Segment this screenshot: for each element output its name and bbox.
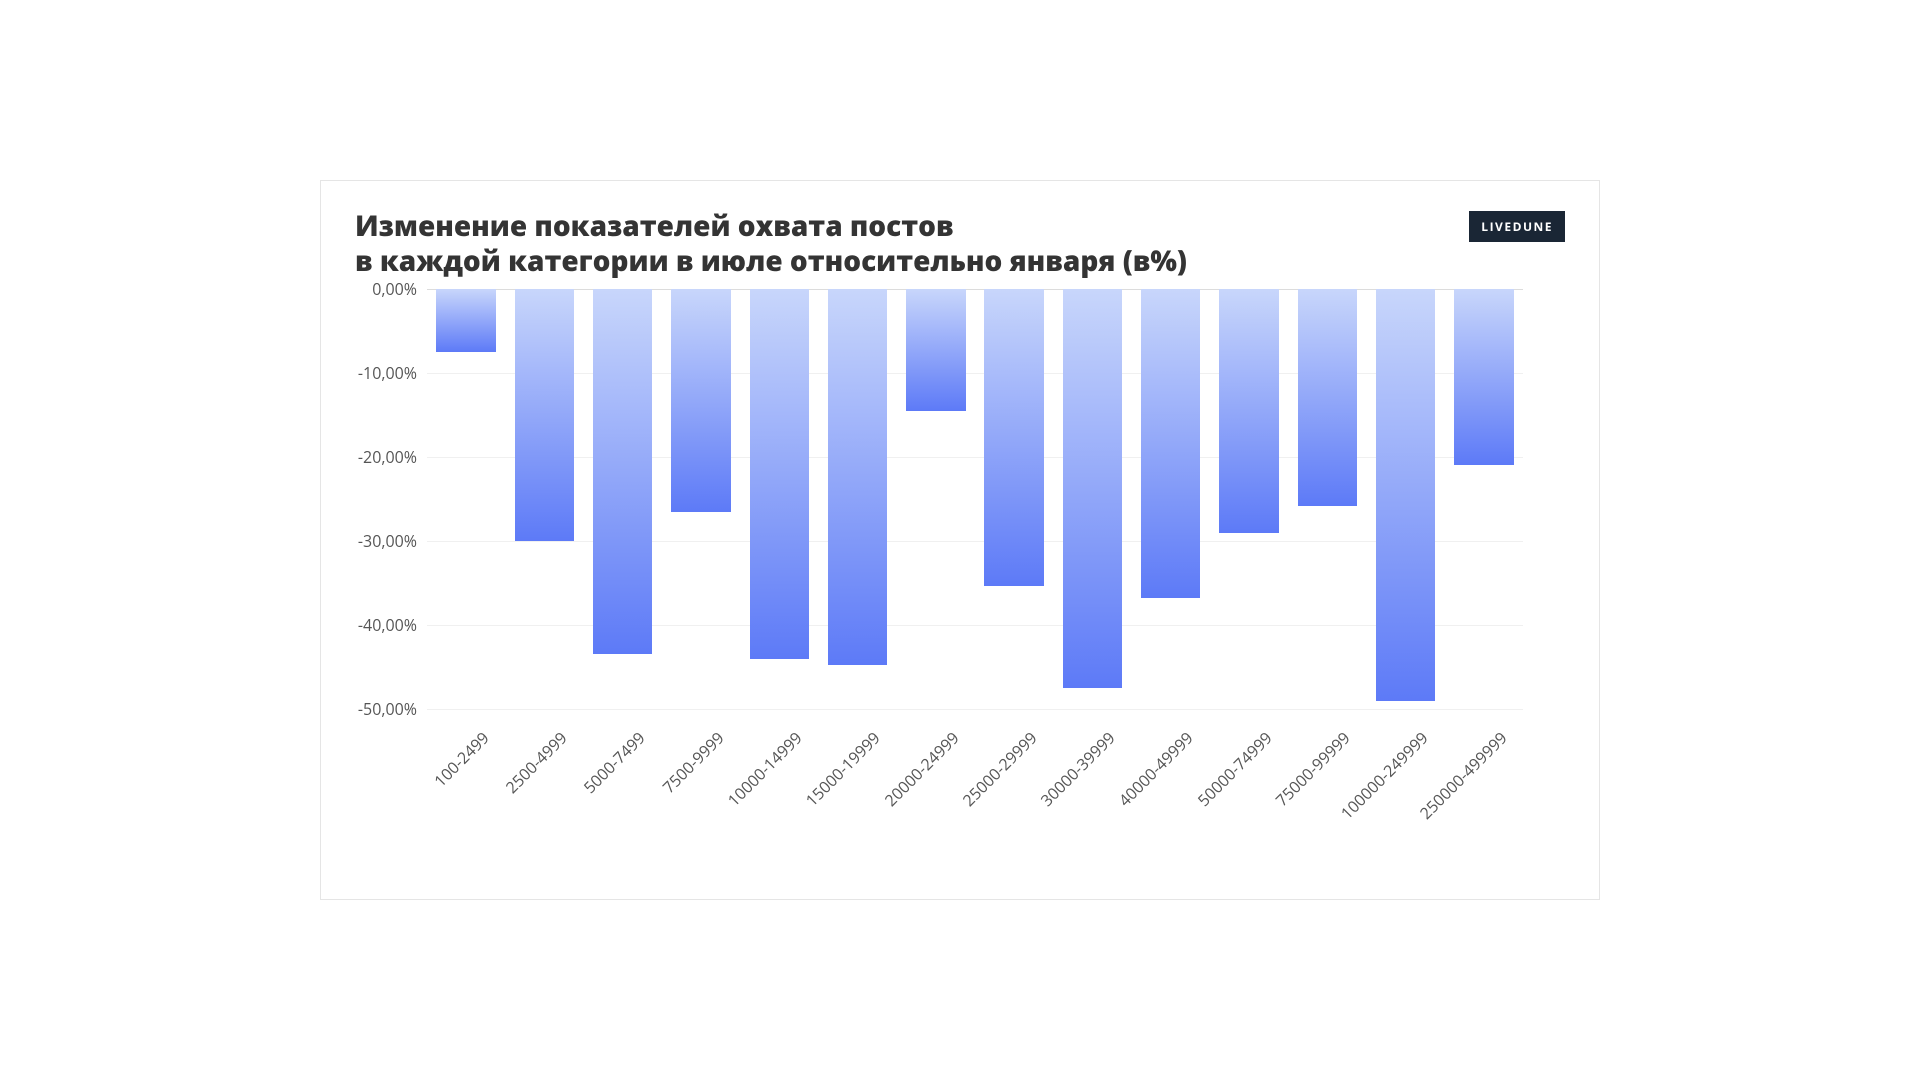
- gridline: [427, 373, 1523, 374]
- gridline: [427, 625, 1523, 626]
- bar: [1219, 289, 1278, 533]
- x-tick-label: 30000-39999: [1036, 727, 1120, 811]
- y-tick-label: -30,00%: [358, 530, 417, 552]
- page-background: Изменение показателей охвата постов в ка…: [0, 0, 1920, 1080]
- bar: [1454, 289, 1513, 465]
- x-tick-label: 25000-29999: [958, 727, 1042, 811]
- baseline: [427, 289, 1523, 290]
- y-tick-label: 0,00%: [372, 278, 417, 300]
- bar: [1141, 289, 1200, 598]
- x-tick-label: 75000-99999: [1271, 727, 1355, 811]
- x-tick-label: 10000-14999: [723, 727, 807, 811]
- y-tick-label: -40,00%: [358, 614, 417, 636]
- bar: [436, 289, 495, 352]
- x-tick-label: 50000-74999: [1192, 727, 1276, 811]
- bar: [750, 289, 809, 659]
- gridline: [427, 541, 1523, 542]
- bar: [593, 289, 652, 654]
- bar: [906, 289, 965, 411]
- bar: [984, 289, 1043, 586]
- bar: [671, 289, 730, 512]
- chart-area: 0,00% -10,00% -20,00% -30,00% -40,00% -50,00%…: [321, 181, 1599, 899]
- bar: [1376, 289, 1435, 701]
- gridline: [427, 709, 1523, 710]
- x-tick-label: 40000-49999: [1114, 727, 1198, 811]
- y-tick-label: -10,00%: [358, 362, 417, 384]
- x-tick-label: 7500-9999: [657, 727, 728, 798]
- y-tick-label: -20,00%: [358, 446, 417, 468]
- bar: [1063, 289, 1122, 688]
- bar: [828, 289, 887, 665]
- x-tick-label: 2500-4999: [501, 727, 572, 798]
- x-tick-label: 20000-24999: [879, 727, 963, 811]
- y-tick-label: -50,00%: [358, 698, 417, 720]
- bar: [1298, 289, 1357, 506]
- plot-area: 0,00%-10,00%-20,00%-30,00%-40,00%-50,00%…: [427, 289, 1523, 709]
- gridline: [427, 457, 1523, 458]
- x-tick-label: 100-2499: [429, 727, 493, 791]
- x-tick-label: 15000-19999: [801, 727, 885, 811]
- chart-card: Изменение показателей охвата постов в ка…: [320, 180, 1600, 900]
- bar: [515, 289, 574, 541]
- x-tick-label: 5000-7499: [579, 727, 650, 798]
